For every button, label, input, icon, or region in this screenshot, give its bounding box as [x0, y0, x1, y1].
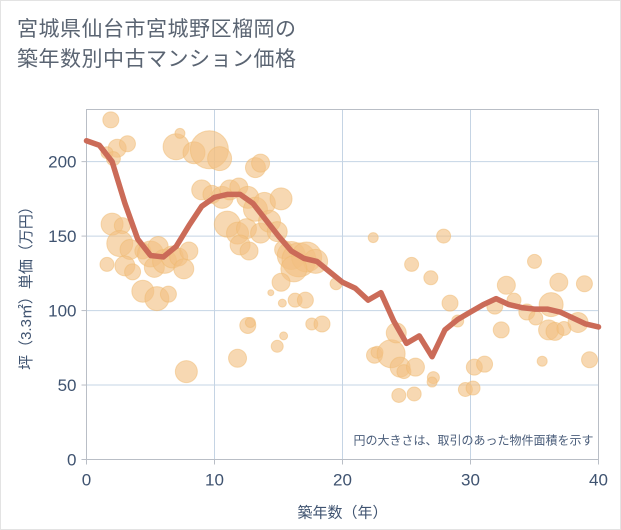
- bubble-point: [118, 135, 136, 153]
- bubble-point: [159, 285, 177, 303]
- size-note-text: 円の大きさは、取引のあった物件面積を示す: [353, 433, 593, 448]
- trend-line: [83, 138, 602, 360]
- bubble-point: [174, 360, 198, 384]
- bubble-point: [492, 321, 510, 339]
- x-axis-title-text: 築年数（年）: [297, 504, 387, 522]
- bubble-point: [404, 256, 420, 272]
- y-tick-label: 0: [67, 451, 76, 470]
- trend-line-series: [83, 138, 602, 360]
- bubble-point: [174, 127, 186, 139]
- bubble-point: [269, 187, 293, 211]
- y-axis-title: 坪（3.3㎡）単価（万円）: [18, 199, 35, 370]
- y-tick-label: 50: [58, 376, 77, 395]
- bubble-point: [426, 376, 438, 388]
- bubble-point: [406, 386, 422, 402]
- bubble-point: [441, 294, 459, 312]
- bubble-point: [124, 263, 142, 281]
- bubble-point: [313, 315, 331, 333]
- size-note: 円の大きさは、取引のあった物件面積を示す: [353, 433, 593, 448]
- x-tick-label: 30: [461, 471, 480, 490]
- bubble-point: [270, 339, 284, 353]
- bubble-point: [436, 228, 452, 244]
- bubble-point: [228, 348, 248, 368]
- x-axis-title: 築年数（年）: [297, 504, 387, 522]
- bubble-point: [99, 256, 115, 272]
- x-axis-ticks: 0 10 20 30 40: [82, 459, 608, 490]
- bubble-point: [549, 272, 569, 292]
- bubble-point: [279, 331, 289, 341]
- x-tick-label: 20: [333, 471, 352, 490]
- y-tick-label: 100: [48, 302, 76, 321]
- y-tick-label: 200: [48, 153, 76, 172]
- y-tick-label: 150: [48, 227, 76, 246]
- bubble-point: [536, 355, 548, 367]
- bubble-point: [496, 275, 516, 295]
- x-tick-label: 40: [589, 471, 608, 490]
- bubble-point: [423, 270, 439, 286]
- bubble-point: [476, 355, 494, 373]
- bubble-series: [99, 111, 599, 403]
- bubble-point: [405, 357, 425, 377]
- bubble-point: [465, 380, 481, 396]
- bubble-point: [207, 146, 233, 172]
- x-tick-label: 0: [82, 471, 91, 490]
- page-title: 宮城県仙台市宮城野区榴岡の 築年数別中古マンション価格: [17, 15, 577, 75]
- y-axis-ticks: 0 50 100 150 200: [48, 153, 87, 470]
- bubble-point: [527, 253, 542, 269]
- bubble-point: [102, 111, 120, 129]
- bubble-point: [581, 351, 599, 369]
- y-axis-title-text: 坪（3.3㎡）単価（万円）: [18, 199, 35, 370]
- page-title-line-1: 宮城県仙台市宮城野区榴岡の: [17, 18, 297, 41]
- bubble-point: [267, 289, 275, 297]
- bubble-point: [179, 241, 199, 261]
- bubble-point: [251, 153, 271, 173]
- bubble-point: [239, 241, 259, 261]
- bubble-point: [173, 258, 195, 280]
- x-tick-label: 10: [205, 471, 224, 490]
- bubble-point: [296, 291, 314, 309]
- page-title-line-2: 築年数別中古マンション価格: [17, 48, 297, 71]
- bubble-point: [277, 298, 287, 308]
- bubble-point: [391, 387, 407, 403]
- bubble-point: [244, 316, 256, 328]
- bubble-point: [528, 310, 544, 326]
- bubble-point: [271, 272, 291, 292]
- bubble-point: [367, 232, 379, 244]
- bubble-point: [575, 275, 593, 293]
